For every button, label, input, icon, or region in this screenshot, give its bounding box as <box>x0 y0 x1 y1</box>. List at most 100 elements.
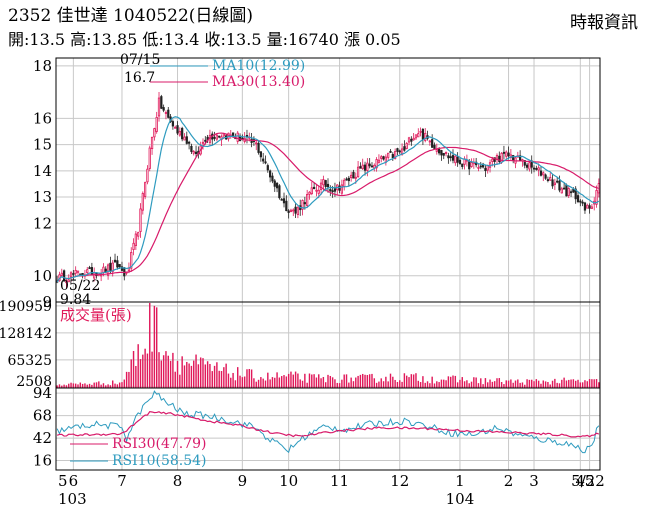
candle-body <box>250 139 253 143</box>
candle-body <box>370 165 374 168</box>
volume-bar <box>304 373 306 388</box>
candle-body <box>132 242 135 250</box>
volume-bar <box>181 356 183 388</box>
volume-bar <box>466 380 468 388</box>
volume-bar <box>447 376 450 388</box>
volume-bar <box>375 382 378 388</box>
panel-frames <box>55 57 601 471</box>
volume-bar <box>473 377 475 388</box>
candle-body <box>326 183 330 188</box>
volume-bar <box>568 379 570 388</box>
volume-bar <box>510 379 512 388</box>
volume-bar <box>320 378 322 388</box>
candle-body <box>259 151 262 158</box>
volume-bar <box>311 374 313 388</box>
volume-bar <box>250 369 253 388</box>
volume-bar <box>195 354 197 388</box>
x-month-label: 2 <box>504 472 514 490</box>
volume-bar <box>174 371 176 388</box>
candle-body <box>398 150 401 153</box>
volume-bar <box>517 379 519 388</box>
candle-body <box>549 177 552 181</box>
volume-bar <box>315 377 318 388</box>
axis-labels: 1816151413121091909591281426532525089468… <box>0 52 605 508</box>
volume-bar <box>202 358 204 388</box>
volume-bar <box>524 384 526 388</box>
volume-bar <box>100 384 102 388</box>
volume-bar <box>130 359 132 388</box>
volume-bar <box>86 384 88 388</box>
volume-bar <box>116 384 119 388</box>
volume-bar <box>366 375 369 388</box>
volume-bar <box>102 383 105 388</box>
x-month-label: 5/22 <box>571 472 605 490</box>
ma10-line <box>56 116 600 283</box>
candle-body <box>456 156 459 163</box>
volume-bar <box>98 381 100 388</box>
volume-bar <box>68 383 70 388</box>
candle-body <box>116 260 119 268</box>
volume-bar <box>408 377 410 388</box>
candle-body <box>440 150 443 156</box>
volume-bar <box>334 379 336 388</box>
volume-bar <box>394 379 396 388</box>
candle-body <box>338 185 341 191</box>
candle-body <box>294 206 297 214</box>
candle-body <box>269 170 272 178</box>
volume-bar <box>74 383 77 388</box>
volume-bar <box>431 376 433 388</box>
volume-bar <box>107 384 109 388</box>
volume-bar <box>401 381 403 388</box>
volume-bar <box>63 384 65 388</box>
volume-bar <box>405 375 408 388</box>
volume-bar <box>561 379 563 388</box>
volume-bar <box>308 373 311 388</box>
x-month-label: 7 <box>117 472 127 490</box>
price-tick-label: 12 <box>33 214 52 232</box>
candle-body <box>88 267 91 269</box>
candle-body <box>583 202 587 211</box>
volume-bar <box>403 373 406 388</box>
candle-body <box>340 184 344 194</box>
volume-bar <box>70 382 72 388</box>
candle-body <box>262 158 265 162</box>
candle-body <box>352 171 355 179</box>
volume-bar <box>461 377 463 388</box>
candle-body <box>194 151 198 155</box>
rsi-tick-label: 68 <box>33 407 52 425</box>
candle-body <box>461 163 464 167</box>
candle-body <box>292 209 295 212</box>
candle-body <box>363 164 367 171</box>
candle-body <box>141 193 144 211</box>
candle-body <box>72 273 75 275</box>
volume-bar <box>160 360 163 388</box>
volume-bar <box>79 382 82 388</box>
volume-bar <box>364 374 366 388</box>
volume-bar <box>593 379 595 388</box>
volume-bar <box>327 374 329 388</box>
volume-bar <box>142 354 144 388</box>
candle-body <box>523 160 526 166</box>
volume-bar <box>588 379 591 388</box>
volume-bar <box>577 379 579 388</box>
volume-bar <box>297 373 299 388</box>
volume-bar <box>521 382 524 388</box>
volume-bar <box>540 383 542 388</box>
volume-bar <box>537 380 540 388</box>
candle-body <box>167 109 170 118</box>
volume-bar <box>216 362 218 388</box>
candle-body <box>319 182 323 190</box>
x-year-label: 103 <box>58 490 87 508</box>
volume-bar <box>243 376 246 388</box>
volume-bar <box>558 383 561 388</box>
volume-bar <box>169 360 172 388</box>
volume-bar <box>294 371 297 388</box>
volume-bar <box>267 372 269 388</box>
volume-bar <box>445 380 447 388</box>
volume-bar <box>355 377 357 388</box>
volume-bar <box>234 380 237 388</box>
volume-bar <box>280 376 283 388</box>
candle-body <box>368 163 371 167</box>
volume-bar <box>436 381 438 388</box>
volume-bar <box>535 379 538 388</box>
